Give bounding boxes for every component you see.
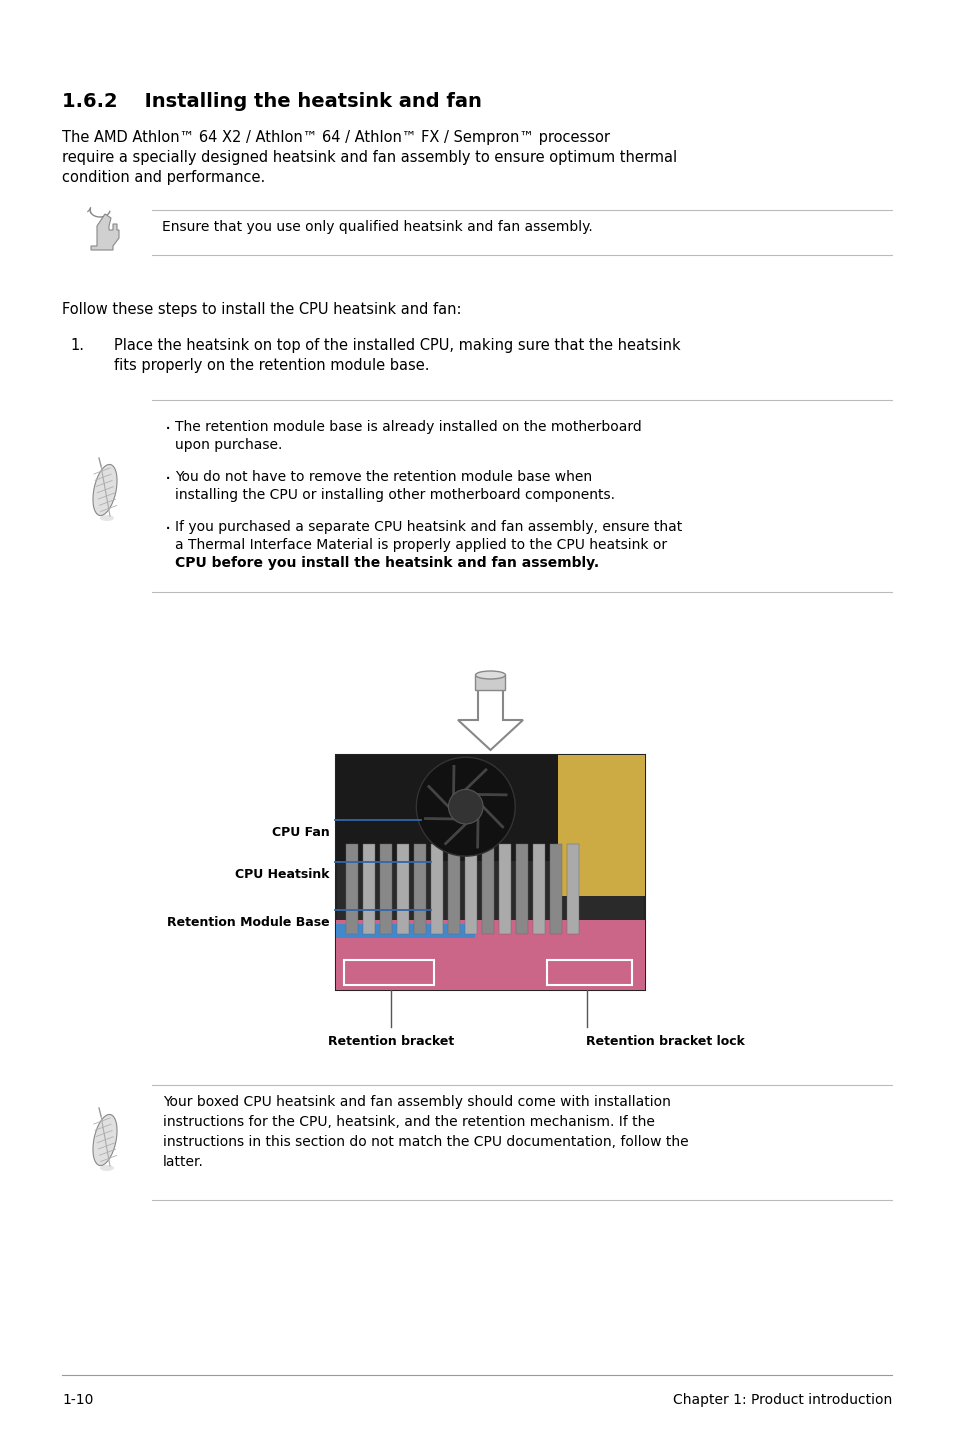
Bar xyxy=(475,674,505,690)
Circle shape xyxy=(416,758,515,856)
Ellipse shape xyxy=(475,672,505,679)
Text: a Thermal Interface Material is properly applied to the CPU heatsink or: a Thermal Interface Material is properly… xyxy=(174,538,666,552)
Text: You do not have to remove the retention module base when: You do not have to remove the retention … xyxy=(174,470,592,485)
Ellipse shape xyxy=(92,1114,117,1166)
Bar xyxy=(335,919,644,989)
Bar xyxy=(516,844,527,933)
Bar xyxy=(431,844,442,933)
Text: ·: · xyxy=(165,470,172,489)
Bar xyxy=(346,844,357,933)
Bar xyxy=(566,844,578,933)
Bar xyxy=(379,844,392,933)
Ellipse shape xyxy=(100,515,113,521)
Text: Ensure that you use only qualified heatsink and fan assembly.: Ensure that you use only qualified heats… xyxy=(162,220,592,234)
Bar xyxy=(396,844,409,933)
Text: 1-10: 1-10 xyxy=(62,1393,93,1406)
Text: condition and performance.: condition and performance. xyxy=(62,170,265,186)
Text: CPU Heatsink: CPU Heatsink xyxy=(235,869,330,881)
Text: instructions for the CPU, heatsink, and the retention mechanism. If the: instructions for the CPU, heatsink, and … xyxy=(163,1114,654,1129)
Ellipse shape xyxy=(92,464,117,516)
Bar xyxy=(464,844,476,933)
Bar xyxy=(546,961,631,985)
Bar xyxy=(533,844,544,933)
Bar xyxy=(335,755,644,989)
Text: Your boxed CPU heatsink and fan assembly should come with installation: Your boxed CPU heatsink and fan assembly… xyxy=(163,1094,670,1109)
Text: ·: · xyxy=(165,420,172,439)
Bar xyxy=(344,961,434,985)
Bar xyxy=(414,844,426,933)
Bar xyxy=(481,844,494,933)
Circle shape xyxy=(448,789,482,824)
Text: Retention bracket: Retention bracket xyxy=(328,1035,454,1048)
Text: require a specially designed heatsink and fan assembly to ensure optimum thermal: require a specially designed heatsink an… xyxy=(62,150,677,165)
Bar xyxy=(498,844,511,933)
Text: Place the heatsink on top of the installed CPU, making sure that the heatsink: Place the heatsink on top of the install… xyxy=(113,338,679,352)
Text: If you purchased a separate CPU heatsink and fan assembly, ensure that: If you purchased a separate CPU heatsink… xyxy=(174,521,681,533)
Text: instructions in this section do not match the CPU documentation, follow the: instructions in this section do not matc… xyxy=(163,1135,688,1149)
Bar xyxy=(448,844,459,933)
Polygon shape xyxy=(457,690,522,751)
Polygon shape xyxy=(91,214,119,250)
Text: 1.6.2    Installing the heatsink and fan: 1.6.2 Installing the heatsink and fan xyxy=(62,92,481,111)
Text: Chapter 1: Product introduction: Chapter 1: Product introduction xyxy=(672,1393,891,1406)
Text: CPU before you install the heatsink and fan assembly.: CPU before you install the heatsink and … xyxy=(174,557,598,569)
Bar xyxy=(558,755,644,896)
Text: The retention module base is already installed on the motherboard: The retention module base is already ins… xyxy=(174,420,641,434)
Bar xyxy=(363,844,375,933)
Text: ·: · xyxy=(165,521,172,539)
Text: Follow these steps to install the CPU heatsink and fan:: Follow these steps to install the CPU he… xyxy=(62,302,461,316)
Ellipse shape xyxy=(100,1165,113,1171)
Bar xyxy=(335,755,644,861)
Text: installing the CPU or installing other motherboard components.: installing the CPU or installing other m… xyxy=(174,487,615,502)
Text: 1.: 1. xyxy=(70,338,84,352)
Text: upon purchase.: upon purchase. xyxy=(174,439,282,452)
Text: The AMD Athlon™ 64 X2 / Athlon™ 64 / Athlon™ FX / Sempron™ processor: The AMD Athlon™ 64 X2 / Athlon™ 64 / Ath… xyxy=(62,129,609,145)
Text: fits properly on the retention module base.: fits properly on the retention module ba… xyxy=(113,358,429,372)
Text: Retention bracket lock: Retention bracket lock xyxy=(585,1035,743,1048)
Bar xyxy=(335,925,475,939)
Text: latter.: latter. xyxy=(163,1155,204,1169)
Bar xyxy=(550,844,561,933)
Text: Retention Module Base: Retention Module Base xyxy=(167,916,330,929)
Text: CPU Fan: CPU Fan xyxy=(272,825,330,838)
